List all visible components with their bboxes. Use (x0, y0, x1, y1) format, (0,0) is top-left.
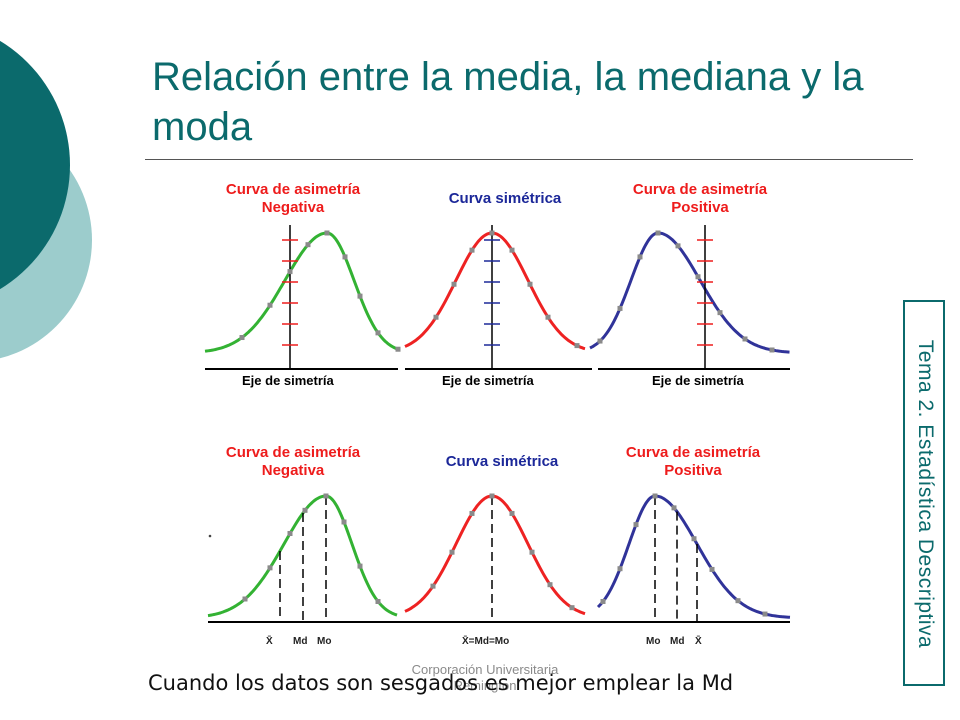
pt-neg-bot-6 (357, 563, 363, 569)
pt-neg-top-5 (342, 254, 348, 260)
sidebar-frame (903, 300, 945, 686)
pt-sym-top-6 (545, 314, 551, 320)
panel-title-top-2-line-0: Curva de asimetría (633, 181, 768, 198)
pt-pos-bot-5 (691, 536, 697, 542)
pt-pos-bot-3 (652, 493, 658, 499)
pt-sym-top-3 (489, 230, 495, 236)
pt-pos-top-7 (742, 336, 748, 342)
mean-label-positive: X̄ (695, 635, 702, 647)
corner-decoration (0, 40, 92, 359)
pt-pos-top-1 (617, 305, 623, 311)
pt-pos-bot-6 (709, 566, 715, 572)
pt-sym-bot-1 (449, 549, 455, 555)
panel-title-top-2-line-1: Positiva (671, 199, 729, 216)
pt-neg-bot-5 (341, 519, 347, 525)
caption-text: Cuando los datos son sesgados es mejor e… (148, 671, 734, 695)
pt-neg-top-4 (324, 230, 330, 236)
pt-neg-top-1 (267, 302, 273, 308)
panel-title-bottom-0-line-1: Negativa (262, 462, 325, 479)
pt-neg-top-3 (305, 242, 311, 248)
pt-pos-bot-7 (735, 598, 741, 604)
pt-sym-top-1 (451, 281, 457, 287)
pt-pos-top-6 (717, 310, 723, 316)
pt-pos-top-0 (597, 338, 603, 344)
pt-sym-bot-5 (529, 549, 535, 555)
pt-sym-bot-7 (569, 605, 575, 611)
pt-pos-bot-2 (633, 522, 639, 528)
pt-neg-bot-7 (375, 598, 381, 604)
mode-label-negative: Mo (317, 636, 331, 647)
bottom-sample-points (242, 493, 768, 617)
pt-sym-top-5 (527, 281, 533, 287)
median-label-positive: Md (670, 636, 684, 647)
pt-pos-top-3 (655, 230, 661, 236)
pt-neg-bot-0 (242, 596, 248, 602)
pt-neg-top-6 (357, 293, 363, 299)
title-divider (145, 159, 913, 160)
pt-pos-bot-1 (617, 566, 623, 572)
panel-title-top-1-line-0: Curva simétrica (449, 190, 562, 207)
pt-sym-bot-4 (509, 510, 515, 516)
pt-sym-bot-2 (469, 510, 475, 516)
slide-title: Relación entre la media, la mediana y la… (152, 55, 864, 149)
pt-sym-bot-3 (489, 493, 495, 499)
pt-neg-bot-3 (302, 507, 308, 513)
pt-pos-top-8 (769, 347, 775, 353)
pt-pos-top-5 (695, 274, 701, 280)
stray-dot (208, 534, 212, 538)
axis-label-negative: Eje de simetría (242, 373, 335, 388)
curve-symmetric-top (404, 231, 586, 351)
mean-label-negative: X̄ (266, 635, 273, 647)
mode-label-positive: Mo (646, 636, 660, 647)
measure-dashes (279, 496, 698, 622)
axis-ticks (282, 239, 713, 346)
median-label-negative: Md (293, 636, 307, 647)
pt-sym-top-2 (469, 247, 475, 253)
pt-neg-bot-4 (323, 493, 329, 499)
pt-neg-bot-1 (267, 565, 273, 571)
pt-sym-top-7 (574, 343, 580, 349)
pt-pos-bot-0 (600, 598, 606, 604)
pt-neg-top-8 (395, 346, 401, 352)
decor-circle-dark (0, 40, 70, 290)
footer-institution: Corporación Universitaria Remington (411, 662, 559, 693)
pt-pos-bot-4 (671, 505, 677, 511)
panel-title-bottom-1-line-0: Curva simétrica (446, 453, 559, 470)
curve-negative-top (204, 231, 398, 353)
pt-pos-bot-8 (762, 611, 768, 617)
pt-pos-top-2 (637, 254, 643, 260)
pt-sym-top-0 (433, 314, 439, 320)
panel-title-bottom-2-line-1: Positiva (664, 462, 722, 479)
pt-neg-top-2 (287, 269, 293, 275)
panel-title-bottom-0-line-0: Curva de asimetría (226, 444, 361, 461)
pt-neg-bot-2 (287, 531, 293, 537)
bottom-row: X̄ Md Mo X̄=Md=Mo Mo Md X̄ (207, 493, 791, 647)
axis-label-positive: Eje de simetría (652, 373, 745, 388)
panel-title-top-0-line-1: Negativa (262, 199, 325, 216)
panel-title-bottom-2-line-0: Curva de asimetría (626, 444, 761, 461)
pt-sym-top-4 (509, 247, 515, 253)
equal-measures-label: X̄=Md=Mo (462, 635, 509, 647)
curve-positive-bottom (596, 494, 791, 619)
pt-pos-top-4 (675, 243, 681, 249)
curve-sample-points (239, 230, 775, 353)
top-row: Eje de simetría Eje de simetría Eje de s… (204, 225, 790, 388)
sidebar-topic-label: Tema 2. Estadística Descriptiva (914, 339, 937, 649)
pt-sym-bot-0 (430, 583, 436, 589)
panel-title-top-0-line-0: Curva de asimetría (226, 181, 361, 198)
pt-sym-bot-6 (547, 582, 553, 588)
pt-neg-top-7 (375, 330, 381, 336)
axis-label-symmetric: Eje de simetría (442, 373, 535, 388)
curve-symmetric-bottom (404, 494, 586, 616)
pt-neg-top-0 (239, 335, 245, 341)
curve-positive-top (589, 231, 790, 354)
